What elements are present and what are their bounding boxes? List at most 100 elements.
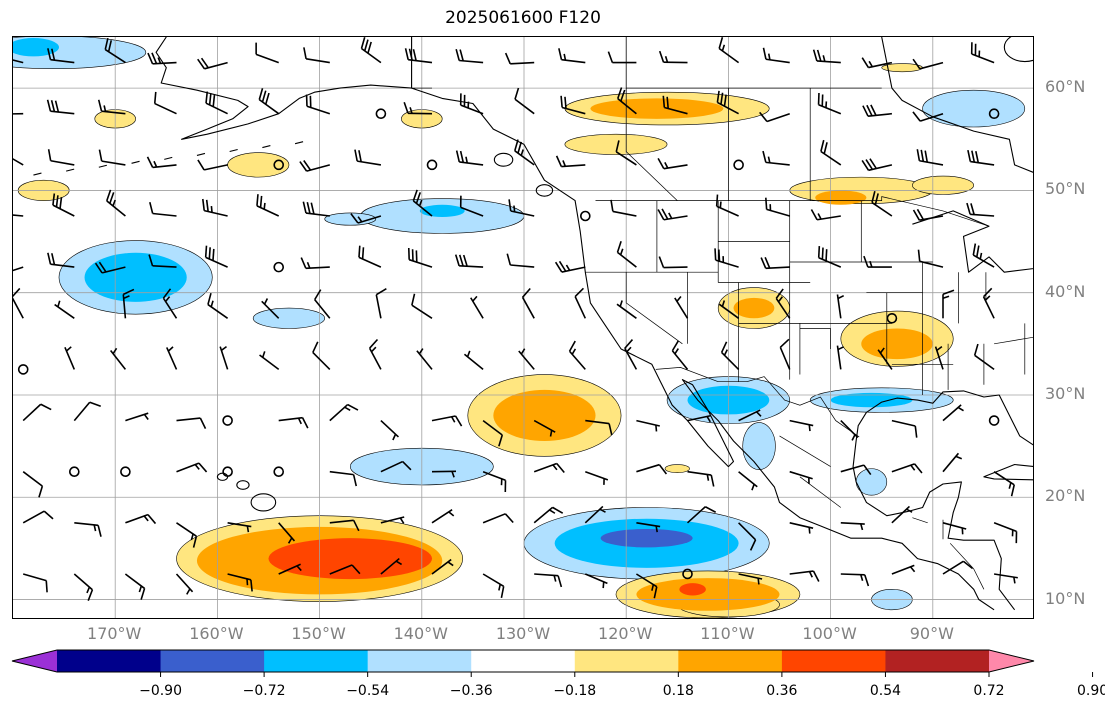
wind-barb [431, 470, 457, 478]
wind-barb [738, 522, 757, 551]
wind-barb [176, 522, 198, 548]
wind-barb [149, 201, 177, 217]
map-title: 2025061600 F120 [445, 8, 601, 28]
wind-barb [840, 573, 870, 587]
wind-barb [227, 573, 253, 592]
aleutian-island [294, 141, 304, 145]
wind-barb [658, 256, 688, 269]
wind-barb [789, 522, 814, 534]
colorbar-segment [781, 650, 886, 672]
colorbar-segment [574, 650, 679, 672]
wind-barb [278, 416, 309, 429]
wind-barb [636, 419, 660, 432]
anomaly-contour-neg-31 [419, 204, 465, 218]
wind-barb [686, 506, 717, 524]
wind-barb [52, 193, 75, 217]
lon-tick-label: 120°W [598, 624, 653, 643]
wind-barb [982, 287, 995, 319]
wind-barb [862, 104, 892, 118]
wind-barb [993, 522, 1018, 544]
wind-barb [861, 158, 893, 172]
wind-barb [972, 243, 995, 268]
wind-barb [146, 156, 177, 169]
island-0 [250, 493, 277, 512]
wind-barb [840, 420, 859, 441]
island-5 [1003, 37, 1033, 63]
coastline-layer [33, 37, 1033, 611]
wind-barb [942, 452, 963, 473]
wind-barb [22, 573, 48, 593]
wind-barb [329, 403, 359, 422]
border-us-mexico [655, 367, 860, 438]
wind-barb [197, 159, 228, 171]
wind-barb [303, 47, 330, 64]
wind-barb [674, 295, 689, 319]
colorbar-extend-max [989, 650, 1034, 672]
wind-barb [993, 471, 1016, 497]
wind-barb [521, 287, 535, 319]
wind-barb [912, 58, 944, 70]
wind-barb [584, 505, 606, 524]
colorbar-segment [885, 650, 990, 672]
colorbar-segment [367, 650, 472, 672]
wind-barb [412, 189, 433, 217]
wind-barb [175, 573, 194, 595]
lon-tick-label: 90°W [909, 624, 954, 643]
colorbar-segment [160, 650, 265, 672]
wind-barb [508, 199, 535, 217]
wind-barb [256, 194, 280, 217]
wind-barb [407, 247, 433, 268]
wind-barb [455, 48, 484, 64]
wind-barb [635, 573, 658, 599]
wind-barb [261, 298, 280, 319]
coastline-great-lakes [912, 210, 1033, 273]
wind-barb [762, 47, 790, 64]
wind-barb [255, 42, 279, 64]
anomaly-contour-neg-30 [84, 252, 187, 302]
wind-barb [98, 149, 126, 166]
wind-barb [227, 522, 252, 533]
anomaly-contour-neg-9 [922, 89, 1026, 128]
wind-barb [97, 99, 126, 115]
wind-barb [658, 50, 688, 64]
political-borders-layer [411, 37, 1033, 590]
colorbar-level-label: −0.90 [139, 683, 182, 699]
colorbar-level-label: −0.18 [553, 683, 597, 699]
colorbar-extend-min [12, 650, 57, 672]
wind-barb [350, 213, 382, 224]
lat-tick-label: 40°N [1045, 281, 1086, 301]
wind-barb [812, 49, 841, 64]
border-alaska-canada [411, 37, 432, 89]
wind-barb [299, 160, 331, 172]
wind-barb [942, 404, 964, 422]
wind-barb [942, 289, 955, 319]
map-canvas [13, 37, 1033, 618]
lat-tick-label: 60°N [1045, 77, 1086, 97]
wind-barb [124, 573, 146, 600]
wind-barb [836, 294, 845, 319]
wind-barb [624, 339, 638, 370]
wind-barb [555, 155, 586, 168]
wind-barb [205, 91, 228, 115]
wind-barb [403, 101, 433, 115]
wind-barb [738, 471, 758, 491]
wind-barb [204, 245, 228, 268]
wind-barb [687, 414, 712, 423]
island-3 [535, 184, 554, 197]
mx-ca-border-1 [799, 476, 842, 508]
calm-wind-circle [988, 108, 1000, 120]
wind-barb [176, 417, 207, 429]
colorbar-outline [11, 649, 1035, 673]
wind-barb [891, 564, 916, 575]
colorbar-level-label: 0.72 [973, 683, 1005, 699]
wind-barb [125, 513, 157, 525]
mx-ca-border-0 [779, 435, 831, 467]
wind-barb [558, 48, 586, 64]
wind-barb [718, 37, 740, 64]
calm-wind-circle [273, 466, 285, 477]
wind-barb [13, 152, 24, 166]
colorbar-segment [264, 650, 369, 672]
wind-barb [148, 254, 177, 268]
wind-barb [454, 254, 484, 268]
colorbar-segment [471, 650, 576, 672]
